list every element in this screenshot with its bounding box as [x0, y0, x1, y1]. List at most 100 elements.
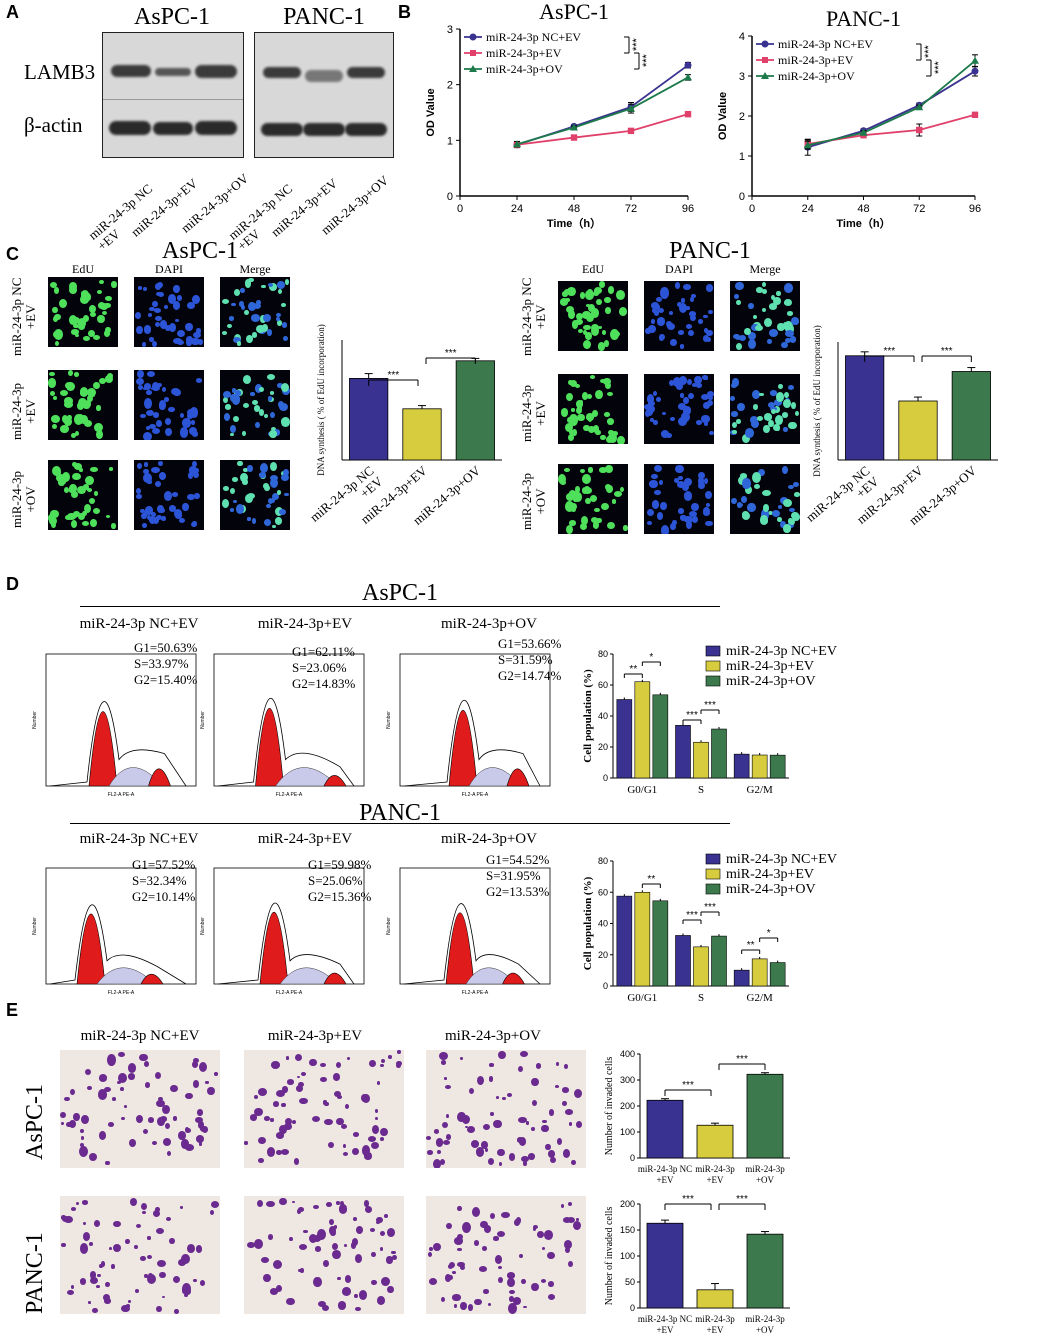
cell: [263, 313, 272, 322]
x-tick-label: 24: [802, 203, 814, 215]
g1-peak: [259, 912, 289, 985]
cell: [148, 424, 156, 430]
cell: [140, 1256, 146, 1262]
cell: [162, 1137, 172, 1147]
cell: [562, 1100, 568, 1107]
cell: [157, 1116, 165, 1126]
histogram-y-label: Number: [200, 917, 206, 935]
cell: [221, 330, 228, 335]
cell: [143, 431, 152, 440]
edu-row-label: miR-24-3p +OV: [519, 472, 548, 530]
cell: [575, 400, 584, 409]
cell: [467, 1126, 475, 1133]
cell: [683, 493, 689, 499]
cell: [269, 282, 278, 291]
facs-stats: G1=57.52% S=32.34% G2=10.14%: [132, 857, 196, 904]
cell: [249, 1114, 258, 1121]
cell: [178, 1131, 186, 1141]
cell: [619, 486, 625, 493]
cell: [685, 305, 691, 311]
data-point: [971, 56, 979, 64]
cell: [605, 464, 614, 474]
cell: [561, 1203, 565, 1208]
series-line: [516, 76, 689, 146]
cell: [308, 1233, 318, 1244]
chart-title: AsPC-1: [539, 0, 609, 24]
cell: [592, 410, 599, 417]
cell: [147, 313, 152, 318]
cell: [209, 1209, 214, 1215]
cell: [653, 419, 658, 426]
legend-label: miR-24-3p+OV: [778, 69, 855, 83]
cell: [166, 1151, 171, 1157]
cell: [532, 1224, 538, 1229]
cell: [465, 1125, 469, 1129]
cell: [498, 1276, 504, 1284]
cell: [182, 418, 191, 428]
bar: [951, 371, 991, 461]
cell: [457, 1234, 463, 1241]
cell: [784, 298, 793, 307]
cell: [562, 1087, 570, 1093]
cell: [127, 1073, 136, 1081]
cell: [70, 432, 76, 439]
cell: [316, 1228, 326, 1240]
cell: [180, 1253, 190, 1264]
cell: [158, 472, 167, 481]
cell: [237, 460, 243, 467]
cell: [369, 1228, 376, 1233]
microscopy-image: [244, 1196, 404, 1314]
significance-label: ***: [682, 1194, 694, 1205]
y-tick-label: 0: [603, 773, 608, 783]
significance-label: ***: [704, 700, 716, 711]
category-label: miR-24-3p: [745, 1164, 785, 1174]
microscopy-image: [644, 464, 714, 534]
cell: [176, 295, 182, 301]
cell: [582, 324, 591, 331]
cell: [143, 325, 152, 334]
cell: [297, 1082, 304, 1088]
cell: [767, 510, 773, 515]
cell: [62, 471, 70, 482]
legend-marker: [469, 33, 477, 41]
cell: [269, 461, 277, 471]
y-tick-label: 150: [620, 1225, 635, 1235]
cell: [647, 324, 656, 333]
y-axis-label: OD Value: [425, 88, 437, 136]
protein-label-lamb3: LAMB3: [24, 60, 96, 84]
cell: [289, 1236, 293, 1242]
cell: [54, 314, 61, 321]
blot-band: [305, 70, 343, 82]
cell: [270, 411, 276, 418]
cell: [783, 321, 789, 328]
cell: [785, 330, 794, 337]
cell: [87, 488, 93, 493]
cell: [156, 292, 162, 297]
cell: [788, 421, 797, 430]
cell: [99, 1263, 103, 1268]
cell: [459, 1057, 464, 1061]
cell: [281, 322, 288, 328]
cell: [691, 294, 696, 298]
microscopy-image: [48, 370, 118, 440]
data-point: [971, 111, 979, 118]
invasion-group-label: miR-24-3p+EV: [267, 1028, 363, 1044]
cell: [549, 1109, 555, 1116]
cell: [54, 340, 59, 346]
histogram-envelope: [217, 902, 355, 985]
cell: [92, 1307, 98, 1313]
cell: [379, 1247, 383, 1251]
data-point: [513, 141, 521, 148]
cell: [341, 1124, 348, 1130]
cell: [274, 429, 281, 436]
cell: [795, 410, 800, 417]
cell: [158, 1271, 166, 1279]
cell: [102, 311, 108, 316]
cell: [705, 490, 713, 500]
cell: [193, 331, 201, 338]
invasion-group-label: miR-24-3p+OV: [445, 1028, 541, 1044]
cell: [284, 1123, 292, 1130]
cell: [787, 484, 794, 490]
cell: [282, 1086, 288, 1093]
cell: [498, 1161, 503, 1166]
